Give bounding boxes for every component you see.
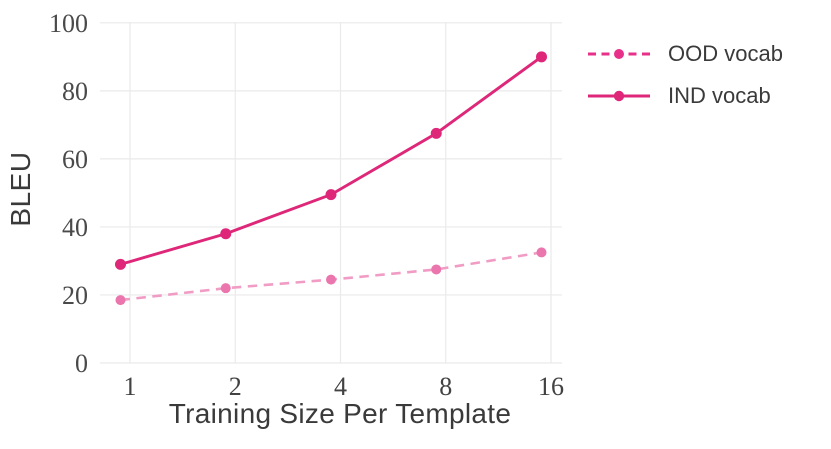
legend-label-ind-vocab: IND vocab [668,82,771,108]
x-tick-label: 2 [229,372,242,401]
legend-item-ind-vocab: IND vocab [586,83,783,108]
x-tick-label: 1 [124,372,137,401]
data-point-marker [430,127,442,139]
x-tick-label: 4 [334,372,347,401]
data-point-marker [325,189,337,201]
x-tick-labels: 1 2 4 8 16 [124,372,565,401]
legend: OOD vocab IND vocab [586,41,783,108]
data-point-marker [220,283,231,294]
series-ood-vocab [115,247,547,306]
y-tick-label: 40 [62,213,88,242]
legend-item-ood-vocab: OOD vocab [586,41,783,66]
y-tick-label: 0 [75,349,88,378]
y-tick-label: 20 [62,281,88,310]
y-tick-labels: 0 20 40 60 80 100 [49,9,88,378]
y-tick-label: 60 [62,145,88,174]
data-point-marker [115,295,126,306]
series-ind-vocab [115,51,547,270]
data-point-marker [431,264,442,275]
y-axis-label: BLEU [5,151,36,227]
ood-dashed-line-swatch [588,48,650,59]
data-point-marker [536,247,547,258]
y-tick-label: 100 [49,9,88,38]
x-axis-label: Training Size Per Template [168,398,512,429]
data-point-marker [536,51,547,63]
data-point-marker [220,228,232,240]
legend-label-ood-vocab: OOD vocab [668,40,783,66]
data-point-marker [115,258,126,270]
y-tick-label: 80 [62,77,88,106]
x-tick-label: 8 [439,372,452,401]
data-point-marker [326,274,336,285]
solid-line [120,55,543,266]
ind-solid-line-swatch [588,90,650,101]
x-tick-label: 16 [538,372,564,401]
